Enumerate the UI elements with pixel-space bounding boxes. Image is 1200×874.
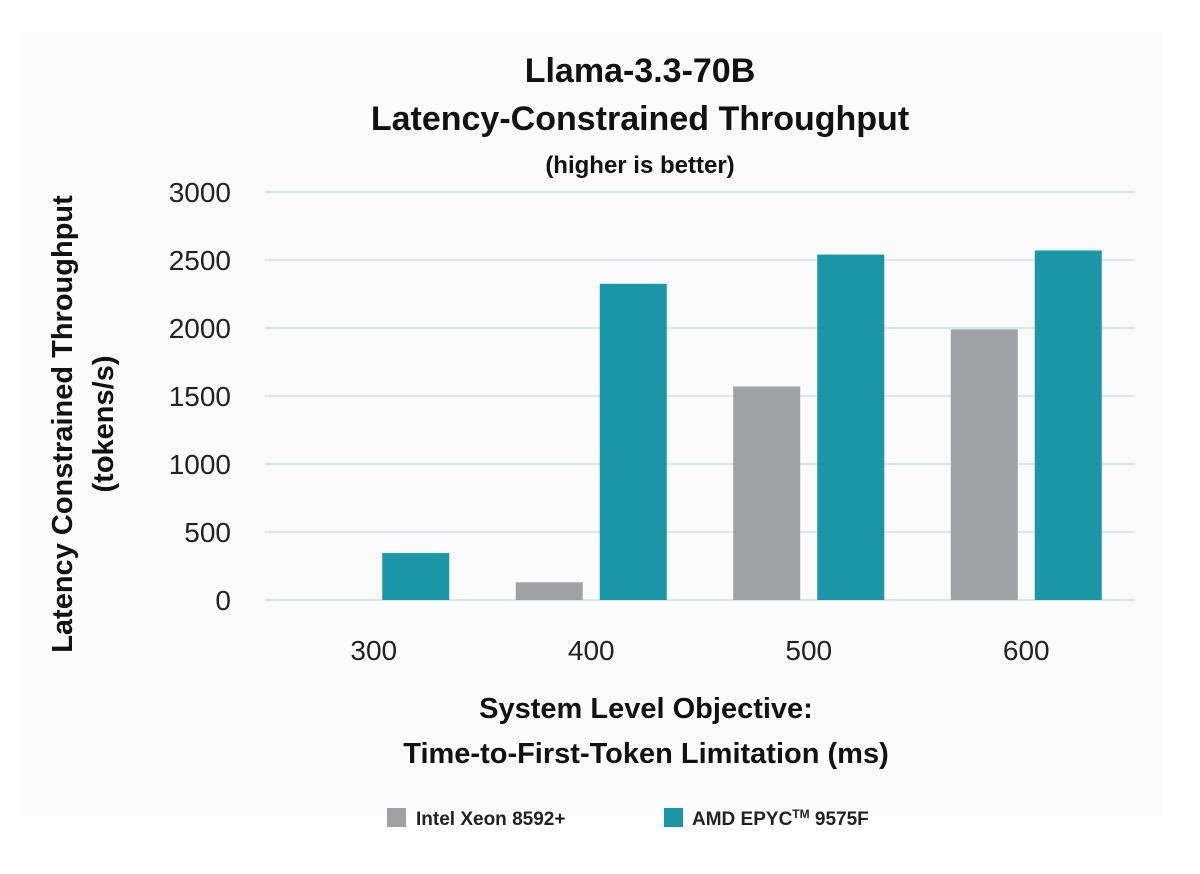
x-tick-label: 500 (785, 635, 832, 666)
y-tick-label: 0 (215, 585, 231, 616)
y-tick-label: 3000 (169, 177, 231, 208)
bar-intel-500 (733, 386, 801, 600)
legend-swatch-amd (664, 808, 683, 827)
bar-amd-400 (599, 283, 667, 600)
bar-intel-400 (515, 582, 583, 600)
x-tick-label: 600 (1003, 635, 1050, 666)
y-tick-label: 2000 (169, 313, 231, 344)
y-tick-label: 1000 (169, 449, 231, 480)
y-tick-label: 500 (184, 517, 231, 548)
y-tick-labels: 0 500 1000 1500 2000 2500 3000 (169, 177, 231, 616)
legend: Intel Xeon 8592+ AMD EPYCTM 9575F (387, 807, 869, 830)
legend-swatch-intel (387, 808, 406, 827)
legend-label-intel: Intel Xeon 8592+ (416, 809, 565, 830)
y-axis-title-line1: Latency Constrained Throughput (47, 195, 79, 653)
y-axis-title-line2: (tokens/s) (88, 356, 120, 493)
x-tick-labels: 300 400 500 600 (350, 635, 1049, 666)
chart-title: Llama-3.3-70B (525, 52, 756, 90)
x-tick-label: 300 (350, 635, 397, 666)
bar-amd-500 (817, 254, 885, 600)
x-axis-title-line2: Time-to-First-Token Limitation (ms) (403, 738, 888, 770)
legend-label-amd-suffix: 9575F (810, 809, 869, 830)
bar-amd-600 (1034, 250, 1102, 601)
chart-note: (higher is better) (545, 152, 734, 179)
y-tick-label: 2500 (169, 245, 231, 276)
legend-label-amd-sup: TM (792, 807, 809, 821)
chart-subtitle: Latency-Constrained Throughput (371, 100, 909, 138)
bars (382, 250, 1102, 601)
legend-label-amd-name: AMD EPYC (692, 809, 793, 830)
legend-label-amd: AMD EPYCTM 9575F (692, 807, 869, 830)
bar-intel-600 (950, 329, 1018, 600)
x-tick-label: 400 (568, 635, 615, 666)
y-tick-label: 1500 (169, 381, 231, 412)
bar-amd-300 (382, 553, 450, 600)
x-axis-title-line1: System Level Objective: (479, 693, 813, 725)
